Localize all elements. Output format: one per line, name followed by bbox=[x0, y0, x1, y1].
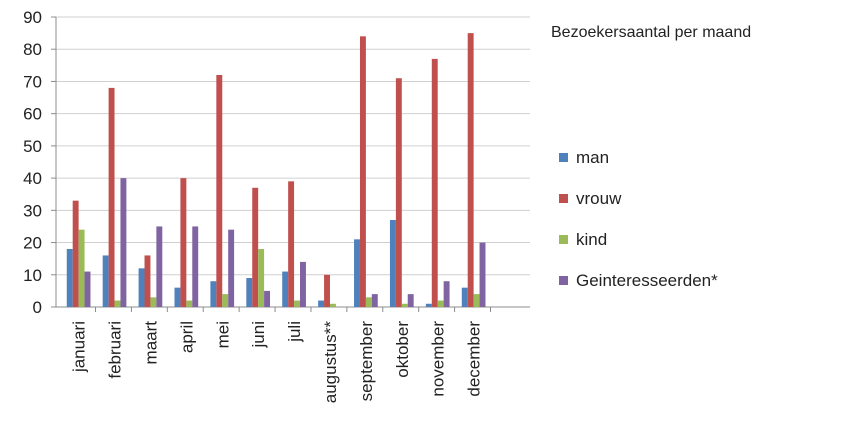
bar-vrouw-9 bbox=[359, 36, 366, 307]
bar-vrouw-11 bbox=[431, 58, 438, 308]
x-tick-label: december bbox=[465, 321, 484, 397]
y-tick-label: 0 bbox=[33, 298, 42, 317]
bar-man-11 bbox=[425, 303, 432, 307]
bar-vrouw-3 bbox=[144, 255, 151, 307]
y-tick-label: 70 bbox=[23, 72, 42, 91]
bar-man-5 bbox=[210, 281, 217, 307]
legend-swatch bbox=[559, 153, 568, 162]
bar-kind-12 bbox=[473, 294, 480, 307]
bar-kind-4 bbox=[186, 300, 193, 307]
gridlines bbox=[56, 16, 530, 276]
x-tick-labels: januari februari maart april mei juni juli augu… bbox=[70, 321, 484, 404]
y-tick-label: 80 bbox=[23, 40, 42, 59]
y-tick-label: 30 bbox=[23, 201, 42, 220]
bar-kind-6 bbox=[258, 249, 265, 307]
bar-kind-8 bbox=[329, 303, 336, 307]
bar-vrouw-8 bbox=[324, 274, 330, 307]
bar-kind-10 bbox=[401, 303, 408, 307]
bar-geinteresseerden-2 bbox=[120, 178, 127, 307]
bar-man-1 bbox=[66, 249, 73, 307]
bar-kind-7 bbox=[294, 300, 301, 307]
bar-man-9 bbox=[354, 239, 360, 307]
bar-man-10 bbox=[389, 220, 396, 307]
bar-kind-3 bbox=[150, 297, 157, 307]
bar-vrouw-5 bbox=[216, 75, 223, 307]
y-tick-label: 20 bbox=[23, 234, 42, 253]
y-tick-labels: 0 10 20 30 40 50 60 70 80 90 bbox=[23, 8, 42, 317]
x-tick-label: juni bbox=[249, 321, 268, 348]
x-tick-label: april bbox=[177, 321, 196, 353]
y-tick-label: 40 bbox=[23, 169, 42, 188]
bar-man-2 bbox=[102, 255, 109, 307]
x-tick-label: november bbox=[429, 321, 448, 397]
bar-vrouw-1 bbox=[72, 200, 79, 307]
bar-man-8 bbox=[318, 300, 325, 307]
x-tick-label: september bbox=[357, 321, 376, 402]
bar-vrouw-2 bbox=[108, 87, 115, 307]
bar-vrouw-4 bbox=[180, 178, 187, 307]
y-tick-label: 90 bbox=[23, 8, 42, 27]
x-tick-label: januari bbox=[70, 321, 89, 373]
bar-kind-11 bbox=[437, 300, 444, 307]
x-tick-label: oktober bbox=[393, 321, 412, 378]
bar-kind-5 bbox=[222, 294, 229, 307]
x-tick-label: februari bbox=[106, 321, 125, 379]
x-tick-label: mei bbox=[213, 321, 232, 348]
bar-vrouw-10 bbox=[395, 78, 402, 307]
bars bbox=[66, 33, 486, 308]
bar-kind-9 bbox=[365, 297, 372, 307]
x-tick-label: augustus** bbox=[321, 321, 340, 404]
bar-man-6 bbox=[246, 278, 253, 307]
legend-label: kind bbox=[576, 230, 607, 249]
bar-kind-1 bbox=[78, 229, 85, 307]
x-tick-label: maart bbox=[141, 321, 160, 365]
bar-geinteresseerden-7 bbox=[300, 261, 306, 307]
bar-geinteresseerden-1 bbox=[84, 271, 91, 307]
legend: man vrouw kind Geinteresseerden* bbox=[559, 148, 718, 290]
y-tick-label: 10 bbox=[23, 266, 42, 285]
bar-man-3 bbox=[138, 268, 145, 307]
chart-title: Bezoekersaantal per maand bbox=[551, 24, 751, 41]
y-tick-label: 50 bbox=[23, 137, 42, 156]
bar-vrouw-6 bbox=[252, 187, 259, 307]
bar-geinteresseerden-5 bbox=[228, 229, 235, 307]
legend-label: man bbox=[576, 148, 609, 167]
y-tick-label: 60 bbox=[23, 105, 42, 124]
legend-swatch bbox=[559, 194, 568, 203]
bar-man-7 bbox=[282, 271, 289, 307]
bar-geinteresseerden-3 bbox=[156, 226, 163, 307]
legend-swatch bbox=[559, 235, 568, 244]
bar-geinteresseerden-12 bbox=[479, 242, 486, 307]
bar-man-4 bbox=[174, 287, 181, 307]
legend-label: Geinteresseerden* bbox=[576, 271, 718, 290]
legend-swatch bbox=[559, 276, 568, 285]
bar-geinteresseerden-11 bbox=[443, 281, 450, 307]
bar-man-12 bbox=[461, 287, 468, 307]
bar-geinteresseerden-9 bbox=[371, 294, 378, 307]
bar-geinteresseerden-10 bbox=[407, 294, 414, 307]
bar-geinteresseerden-4 bbox=[192, 226, 199, 307]
bar-vrouw-12 bbox=[467, 33, 474, 307]
bar-kind-2 bbox=[114, 300, 121, 307]
legend-label: vrouw bbox=[576, 189, 622, 208]
bar-geinteresseerden-6 bbox=[264, 290, 271, 307]
x-tick-label: juli bbox=[285, 321, 304, 343]
bar-vrouw-7 bbox=[288, 181, 295, 307]
